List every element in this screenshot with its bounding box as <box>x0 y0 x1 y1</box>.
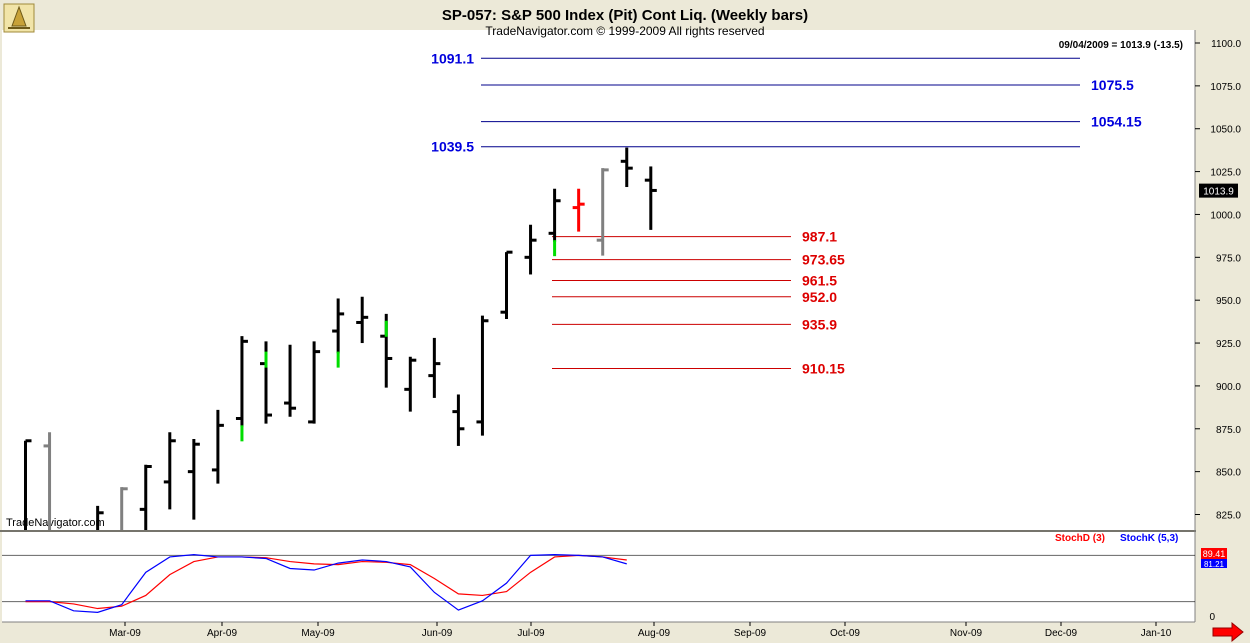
ohlc-bar <box>43 432 52 530</box>
red-level-label: 935.9 <box>802 316 837 332</box>
y-tick-label: 1050.0 <box>1210 125 1241 136</box>
stochk-line <box>25 554 627 613</box>
ohlc-bar <box>235 336 248 428</box>
ohlc-bar <box>644 166 657 230</box>
last-price-info: 09/04/2009 = 1013.9 (-13.5) <box>1059 40 1183 51</box>
blue-level-label: 1054.15 <box>1091 114 1142 130</box>
ohlc-bar <box>284 344 297 417</box>
blue-level-label: 1039.5 <box>431 139 474 155</box>
y-tick-label: 900.0 <box>1216 382 1241 393</box>
stochd-value-box <box>1201 548 1227 559</box>
y-tick-label: 1000.0 <box>1210 210 1241 221</box>
price-axis: 825.0 850.0 875.0 900.0 925.0 950.0 975.0 1000.… <box>1195 39 1241 522</box>
y-tick-label: 1100.0 <box>1211 39 1241 50</box>
ohlc-bar <box>120 487 128 530</box>
ohlc-bar <box>500 250 513 320</box>
ohlc-bar <box>24 439 32 530</box>
stochk-value-box <box>1201 559 1227 568</box>
stochk-legend: StochK (5,3) <box>1120 533 1178 544</box>
stochd-value: 89.41 <box>1203 549 1226 559</box>
ohlc-bar <box>332 298 345 354</box>
trade-navigator-logo-icon <box>3 3 35 33</box>
scroll-right-arrow-icon[interactable] <box>1212 621 1244 643</box>
y-tick-label: 1075.0 <box>1210 82 1241 93</box>
stoch-panel-background <box>2 532 1195 622</box>
red-level-label: 961.5 <box>802 272 837 288</box>
y-tick-label: 950.0 <box>1216 296 1241 307</box>
red-level-label: 973.65 <box>802 252 845 268</box>
y-tick-label: 925.0 <box>1216 339 1241 350</box>
ohlc-bar <box>524 224 537 275</box>
stochd-line <box>25 554 627 610</box>
date-axis: Mar-09 Apr-09 May-09 Jun-09 Jul-09 Aug-09 Sep-… <box>109 622 1172 639</box>
price-bars <box>24 147 657 530</box>
ohlc-bar <box>96 505 104 530</box>
stochd-legend: StochD (3) <box>1055 533 1105 544</box>
x-tick-label: Nov-09 <box>950 628 983 639</box>
watermark: TradeNavigator.com <box>6 517 105 529</box>
ohlc-bar <box>163 432 176 510</box>
ohlc-bar <box>356 296 369 344</box>
blue-level-label: 1091.1 <box>431 50 474 66</box>
last-price-label: 1013.9 <box>1203 187 1234 198</box>
x-tick-label: Apr-09 <box>207 628 237 639</box>
red-level-label: 952.0 <box>802 289 837 305</box>
y-tick-label: 1025.0 <box>1210 168 1241 179</box>
x-tick-label: Dec-09 <box>1045 628 1078 639</box>
x-tick-label: Sep-09 <box>734 628 767 639</box>
x-tick-label: Jan-10 <box>1141 628 1172 639</box>
y-tick-label: 975.0 <box>1216 253 1241 264</box>
ohlc-bar <box>572 188 585 232</box>
red-level-label: 987.1 <box>802 229 837 245</box>
ohlc-bar <box>596 168 609 256</box>
ohlc-bar <box>428 337 441 398</box>
chart-subtitle: TradeNavigator.com © 1999-2009 All right… <box>485 24 764 38</box>
ohlc-bar <box>139 464 152 530</box>
ohlc-bar <box>452 394 465 446</box>
stochk-value: 81.21 <box>1204 560 1225 569</box>
y-tick-label: 825.0 <box>1216 511 1241 522</box>
chart-title: SP-057: S&P 500 Index (Pit) Cont Liq. (W… <box>442 7 808 24</box>
ohlc-bar <box>620 147 633 188</box>
level-lines: 1091.1 1075.5 1054.15 1039.5 987.1 973.65 961.… <box>431 50 1142 376</box>
ohlc-bar <box>476 315 489 436</box>
x-tick-label: Mar-09 <box>109 628 141 639</box>
ohlc-bar <box>308 341 321 424</box>
ohlc-bar <box>548 188 561 242</box>
stoch-y-tick-label: 0 <box>1209 612 1215 623</box>
blue-level-label: 1075.5 <box>1091 77 1134 93</box>
x-tick-label: Jul-09 <box>517 628 545 639</box>
red-level-label: 910.15 <box>802 361 845 377</box>
x-tick-label: Oct-09 <box>830 628 860 639</box>
y-tick-label: 875.0 <box>1216 425 1241 436</box>
ohlc-bar <box>404 356 417 412</box>
x-tick-label: Jun-09 <box>422 628 453 639</box>
x-tick-label: May-09 <box>301 628 335 639</box>
y-tick-label: 850.0 <box>1216 468 1241 479</box>
last-price-box <box>1199 183 1238 198</box>
ohlc-bar <box>211 409 224 484</box>
ohlc-bar <box>187 439 200 520</box>
x-tick-label: Aug-09 <box>638 628 671 639</box>
